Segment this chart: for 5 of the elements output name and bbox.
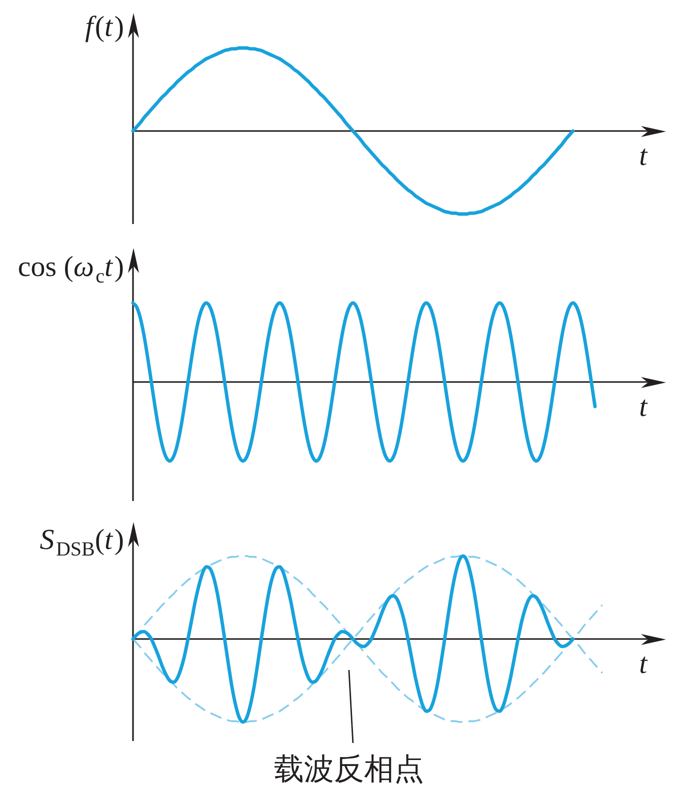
- x-axis-title: t: [639, 391, 648, 423]
- y-axis-title: f(t): [85, 11, 124, 43]
- text: 载波反相点: [274, 752, 424, 787]
- x-axis-title: t: [639, 140, 648, 172]
- x-axis-title: t: [639, 648, 648, 680]
